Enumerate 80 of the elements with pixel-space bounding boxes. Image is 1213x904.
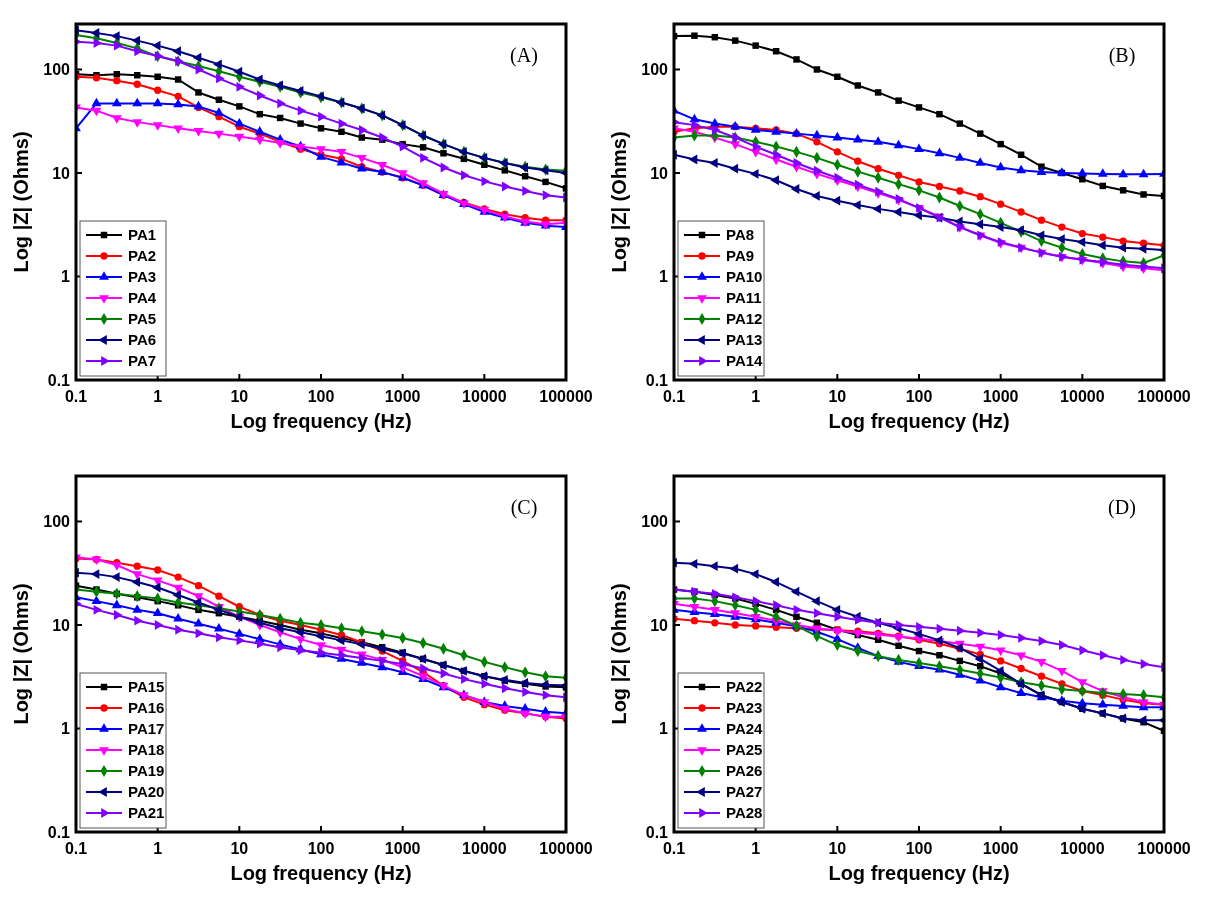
x-tick-label: 100 [905, 840, 933, 857]
legend-label: PA5 [128, 310, 157, 328]
legend-label: PA7 [128, 352, 157, 370]
y-tick-label: 10 [52, 164, 71, 182]
x-tick-label: 1 [751, 388, 761, 405]
y-tick-label: 10 [650, 616, 669, 634]
legend-label: PA13 [726, 331, 763, 349]
legend-label: PA18 [128, 741, 165, 759]
x-axis-title: Log frequency (Hz) [230, 410, 412, 432]
legend-label: PA20 [128, 783, 165, 801]
legend-label: PA2 [128, 247, 157, 265]
y-tick-label: 10 [52, 616, 71, 634]
legend-label: PA11 [726, 289, 762, 307]
legend-label: PA3 [128, 268, 157, 286]
x-tick-label: 10000 [1060, 388, 1105, 405]
y-axis-title: Log |Z| (Ohms) [608, 131, 630, 273]
legend-label: PA27 [726, 783, 763, 801]
legend-label: PA25 [726, 741, 763, 759]
x-tick-label: 1000 [384, 840, 421, 857]
legend-label: PA23 [726, 699, 763, 717]
legend-label: PA28 [726, 804, 763, 822]
x-tick-label: 100000 [1137, 840, 1191, 857]
x-tick-label: 10 [230, 388, 249, 405]
y-tick-label: 0.1 [645, 823, 669, 841]
y-tick-label: 100 [641, 513, 669, 531]
legend-label: PA14 [726, 352, 764, 370]
y-tick-label: 100 [641, 61, 669, 79]
y-tick-label: 100 [43, 61, 71, 79]
x-axis-title: Log frequency (Hz) [828, 862, 1010, 884]
legend-label: PA17 [128, 720, 165, 738]
legend-label: PA19 [128, 762, 165, 780]
y-tick-label: 0.1 [47, 823, 71, 841]
x-tick-label: 100 [307, 840, 335, 857]
y-tick-label: 1 [659, 268, 669, 286]
legend-label: PA16 [128, 699, 165, 717]
x-tick-label: 10 [828, 840, 847, 857]
legend-label: PA6 [128, 331, 157, 349]
legend-label: PA1 [128, 226, 157, 244]
legend-label: PA15 [128, 678, 165, 696]
x-tick-label: 100000 [539, 388, 593, 405]
x-tick-label: 100 [307, 388, 335, 405]
y-tick-label: 1 [61, 720, 71, 738]
x-axis-title: Log frequency (Hz) [230, 862, 412, 884]
annotation: (A) [510, 44, 538, 67]
annotation: (B) [1108, 44, 1136, 67]
y-axis-title: Log |Z| (Ohms) [608, 583, 630, 725]
y-tick-label: 0.1 [47, 371, 71, 389]
legend-label: PA12 [726, 310, 763, 328]
y-tick-label: 100 [43, 513, 71, 531]
legend-label: PA21 [128, 804, 165, 822]
y-tick-label: 1 [659, 720, 669, 738]
y-axis-title: Log |Z| (Ohms) [10, 583, 32, 725]
x-axis-title: Log frequency (Hz) [828, 410, 1010, 432]
x-tick-label: 100000 [539, 840, 593, 857]
legend-label: PA8 [726, 226, 755, 244]
legend-label: PA26 [726, 762, 763, 780]
x-tick-label: 1 [153, 388, 163, 405]
x-tick-label: 10000 [462, 840, 507, 857]
x-tick-label: 1000 [982, 840, 1019, 857]
y-tick-label: 1 [61, 268, 71, 286]
legend-label: PA9 [726, 247, 755, 265]
annotation: (D) [1108, 496, 1136, 519]
x-tick-label: 100000 [1137, 388, 1191, 405]
legend-label: PA4 [128, 289, 157, 307]
x-tick-label: 10 [828, 388, 847, 405]
annotation: (C) [510, 496, 538, 519]
x-tick-label: 1 [153, 840, 163, 857]
x-tick-label: 10000 [1060, 840, 1105, 857]
y-tick-label: 10 [650, 164, 669, 182]
y-axis-title: Log |Z| (Ohms) [10, 131, 32, 273]
x-tick-label: 10 [230, 840, 249, 857]
x-tick-label: 100 [905, 388, 933, 405]
legend-label: PA22 [726, 678, 763, 696]
x-tick-label: 1 [751, 840, 761, 857]
x-tick-label: 1000 [384, 388, 421, 405]
legend-label: PA24 [726, 720, 764, 738]
legend-label: PA10 [726, 268, 763, 286]
x-tick-label: 10000 [462, 388, 507, 405]
y-tick-label: 0.1 [645, 371, 669, 389]
x-tick-label: 1000 [982, 388, 1019, 405]
